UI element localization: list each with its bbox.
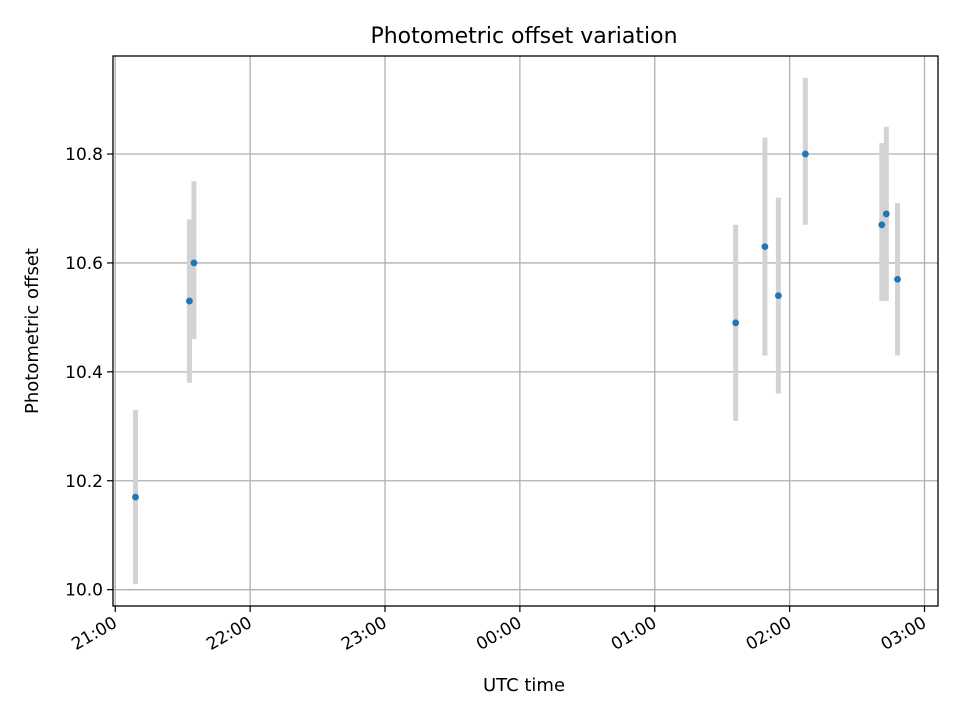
data-point-8 (882, 210, 890, 218)
y-tick-label-4: 10.8 (65, 145, 103, 165)
data-point-6 (801, 150, 809, 158)
data-point-7 (878, 221, 886, 229)
x-tick-label-4: 01:00 (608, 613, 660, 655)
x-tick-label-0: 21:00 (68, 613, 120, 655)
y-tick-label-3: 10.6 (65, 254, 103, 274)
y-tick-label-1: 10.2 (65, 472, 103, 492)
x-tick-label-5: 02:00 (743, 613, 795, 655)
chart-title: Photometric offset variation (370, 24, 677, 49)
data-point-3 (732, 319, 740, 327)
x-tick-label-2: 23:00 (338, 613, 390, 655)
y-axis-ticks: 10.0 10.2 10.4 10.6 10.8 (65, 145, 113, 601)
y-axis-label: Photometric offset (22, 248, 43, 414)
y-tick-label-0: 10.0 (65, 581, 103, 601)
data-points (132, 150, 901, 501)
x-tick-label-1: 22:00 (203, 613, 255, 655)
y-tick-label-2: 10.4 (65, 363, 103, 383)
data-point-0 (132, 493, 139, 501)
plot-area-frame (112, 55, 939, 607)
x-tick-label-6: 03:00 (878, 613, 930, 655)
data-point-2 (190, 259, 198, 267)
grid-lines (113, 56, 938, 606)
x-axis-label: UTC time (483, 675, 565, 696)
data-point-4 (761, 243, 769, 250)
data-point-1 (186, 297, 193, 305)
data-point-5 (774, 292, 782, 300)
x-tick-label-3: 00:00 (473, 613, 525, 655)
data-point-9 (894, 275, 901, 283)
x-axis-ticks: 21:00 22:00 23:00 00:00 01:00 02:00 03:00 (68, 606, 930, 655)
